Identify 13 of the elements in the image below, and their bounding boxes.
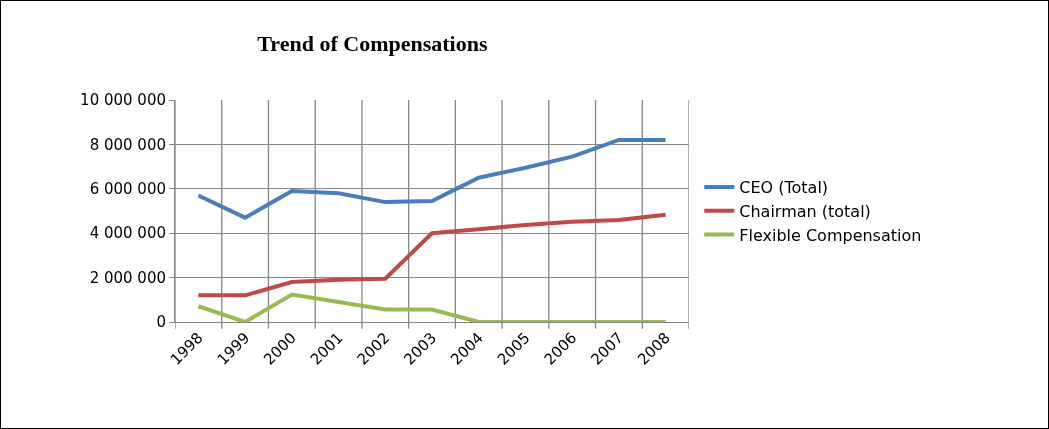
legend-label: CEO (Total): [739, 178, 829, 198]
chart-title: Trend of Compensations: [257, 30, 488, 56]
y-tick-label: 0: [156, 313, 166, 332]
legend-label: Chairman (total): [739, 201, 871, 221]
y-tick-label: 4 000 000: [89, 224, 166, 243]
line-series: [196, 212, 668, 298]
y-tick-label: 2 000 000: [89, 268, 166, 287]
line-series: [196, 292, 668, 322]
legend-label: Flexible Compensation: [739, 225, 922, 245]
y-tick-label: 8 000 000: [89, 135, 166, 154]
y-tick-label: 10 000 000: [80, 91, 166, 110]
y-tick-label: 6 000 000: [89, 180, 166, 199]
line-series: [196, 137, 668, 220]
